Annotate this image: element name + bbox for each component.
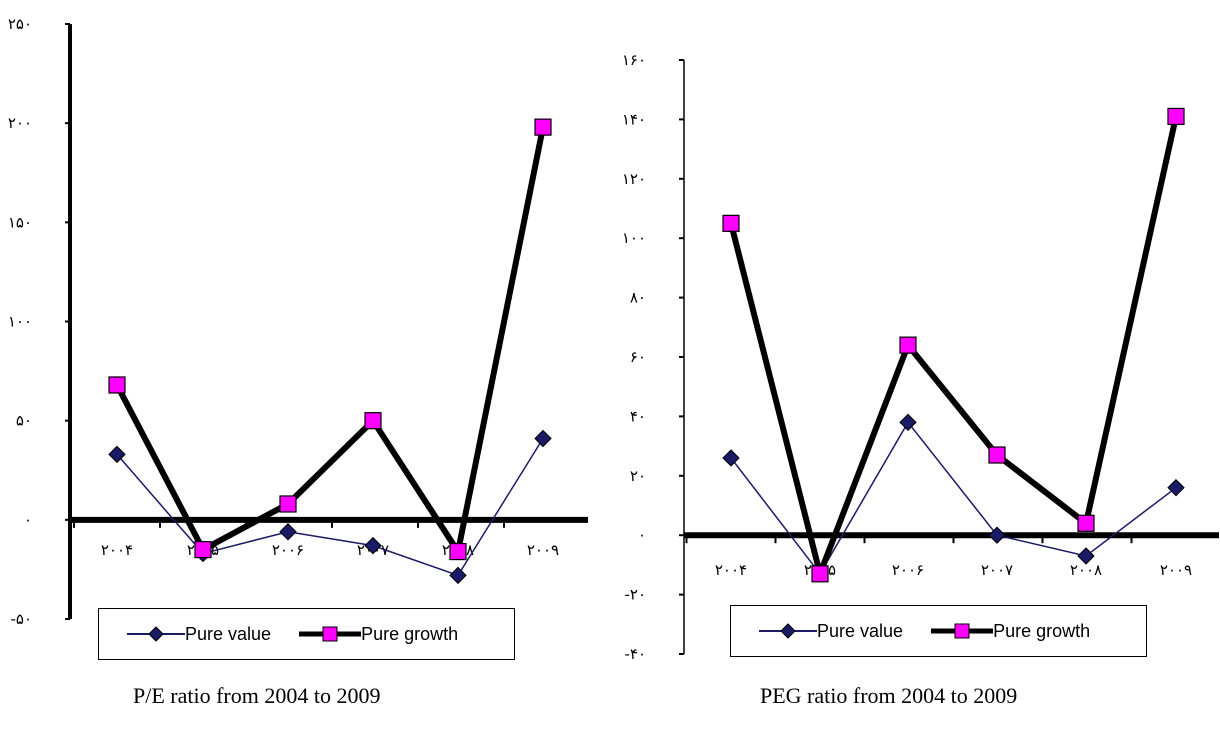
- y-tick-label-peg: ۱۴۰: [622, 110, 646, 128]
- legend-item-pure-growth: Pure growth: [299, 624, 458, 645]
- data-point-pure-growth-pe: [364, 412, 382, 430]
- legend-label-pure-value: Pure value: [185, 623, 272, 644]
- legend-label-pure-value: Pure value: [817, 620, 904, 641]
- x-tick-label-pe: ۲۰۰۶: [272, 541, 304, 559]
- x-tick-label-peg: ۲۰۰۹: [1160, 561, 1192, 579]
- legend-left: Pure value Pure growth: [98, 608, 515, 660]
- data-point-pure-growth-peg: [1167, 107, 1185, 126]
- data-point-pure-value-pe: [279, 523, 297, 541]
- y-tick-label-pe: ۰: [24, 511, 32, 529]
- data-point-pure-growth-peg: [1077, 514, 1095, 532]
- legend-label-pure-growth: Pure growth: [361, 623, 459, 644]
- legend-swatch-pure-growth: [931, 623, 994, 639]
- data-point-pure-growth-peg: [722, 214, 740, 232]
- legend-item-pure-value: Pure value: [759, 621, 903, 642]
- x-tick-label-pe: ۲۰۰۹: [527, 541, 559, 559]
- y-tick-label-peg: ۱۲۰: [622, 170, 646, 188]
- legend-swatch-pure-value: [127, 626, 185, 642]
- data-point-pure-growth-pe: [194, 540, 212, 559]
- legend-swatch-pure-growth: [299, 626, 362, 642]
- y-tick-label-pe: ۱۵۰: [8, 213, 32, 231]
- y-tick-label-peg: ۰: [638, 526, 646, 544]
- x-tick-label-pe: ۲۰۰۴: [101, 541, 133, 559]
- data-point-pure-growth-pe: [279, 495, 297, 513]
- legend-item-pure-value: Pure value: [127, 624, 271, 645]
- y-tick-label-pe: ۲۵۰: [8, 15, 32, 33]
- chart-title-pe: P/E ratio from 2004 to 2009: [133, 683, 381, 708]
- y-tick-label-pe: ۲۰۰: [8, 114, 32, 132]
- y-tick-label-peg: ۸۰: [630, 289, 646, 307]
- data-point-pure-growth-peg: [988, 446, 1006, 464]
- data-point-pure-growth-pe: [534, 118, 552, 136]
- data-point-pure-value-pe: [364, 536, 382, 555]
- data-point-pure-value-pe: [534, 429, 552, 448]
- legend-swatch-pure-value: [759, 623, 817, 639]
- data-point-pure-value-peg: [1077, 547, 1095, 565]
- legend-label-pure-growth: Pure growth: [993, 620, 1091, 641]
- data-point-pure-value-peg: [988, 526, 1006, 544]
- data-point-pure-value-peg: [1167, 478, 1185, 497]
- y-tick-label-peg: ۲۰: [630, 467, 646, 485]
- y-tick-label-peg: -۲۰: [624, 586, 646, 604]
- legend-item-pure-growth: Pure growth: [931, 621, 1090, 642]
- data-point-pure-value-pe: [108, 445, 126, 464]
- data-point-pure-value-peg: [722, 449, 740, 467]
- series-line-pure-growth-pe: [114, 126, 546, 555]
- data-point-pure-value-peg: [899, 413, 917, 432]
- y-tick-label-pe: ۱۰۰: [8, 313, 32, 331]
- series-line-pure-value-pe: [116, 438, 544, 577]
- y-tick-label-peg: ۶۰: [630, 348, 646, 366]
- data-point-pure-growth-pe: [449, 542, 467, 561]
- data-point-pure-growth-pe: [108, 376, 126, 394]
- y-tick-label-peg: ۱۶۰: [622, 51, 646, 69]
- y-tick-label-peg: ۱۰۰: [622, 229, 646, 247]
- data-point-pure-growth-peg: [899, 336, 917, 354]
- data-point-pure-growth-peg: [811, 565, 829, 583]
- series-line-pure-value-peg: [730, 421, 1177, 576]
- x-tick-label-peg: ۲۰۰۶: [892, 561, 924, 579]
- y-tick-label-peg: -۴۰: [624, 645, 646, 663]
- series-line-pure-growth-peg: [728, 115, 1179, 577]
- y-tick-label-pe: -۵۰: [10, 610, 32, 628]
- data-point-pure-value-pe: [449, 566, 467, 585]
- y-tick-label-pe: ۵۰: [16, 412, 32, 430]
- x-tick-label-peg: ۲۰۰۴: [715, 561, 747, 579]
- x-tick-label-peg: ۲۰۰۸: [1070, 561, 1102, 579]
- y-tick-label-peg: ۴۰: [630, 407, 646, 425]
- legend-right: Pure value Pure growth: [730, 605, 1147, 657]
- x-tick-label-peg: ۲۰۰۷: [981, 561, 1013, 579]
- chart-title-peg: PEG ratio from 2004 to 2009: [760, 683, 1018, 708]
